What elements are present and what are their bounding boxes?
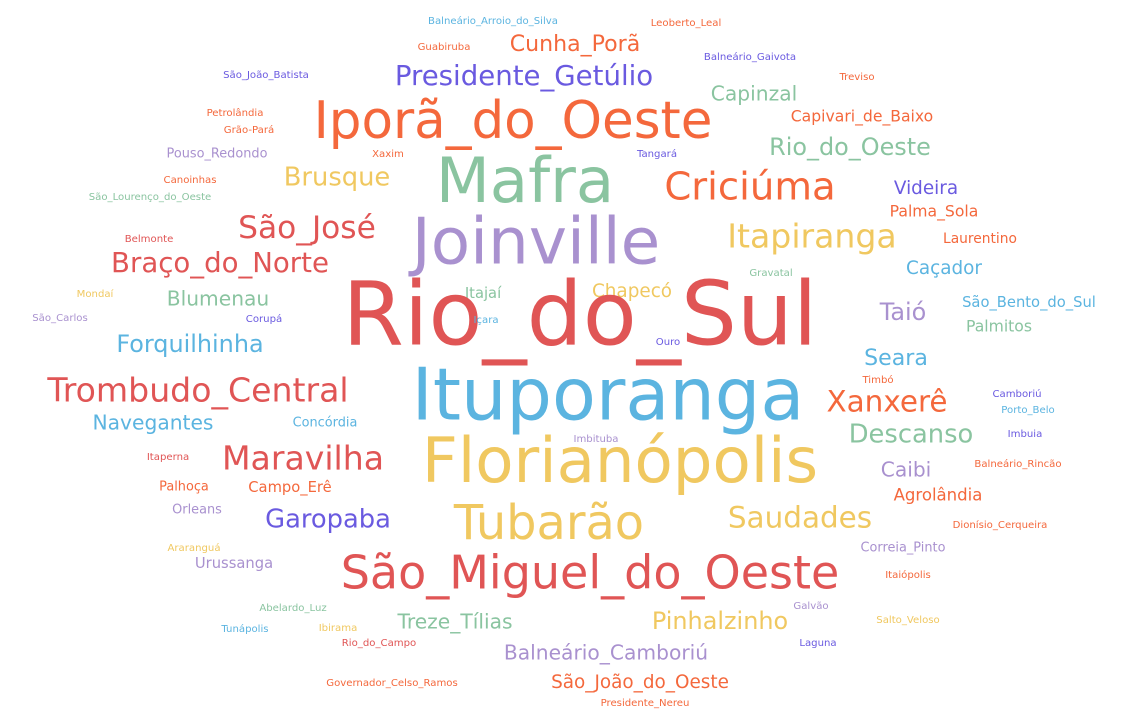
word: São_Carlos [32, 313, 88, 324]
word: Palmitos [966, 317, 1032, 336]
word: Corupá [246, 313, 282, 325]
word: Caibi [881, 458, 932, 482]
word: Palhoça [159, 480, 209, 495]
word: Galvão [793, 601, 828, 612]
word: São_João_Batista [223, 70, 309, 81]
word: São_José [238, 210, 376, 246]
word: Imbuia [1008, 429, 1043, 440]
word: Ouro [656, 337, 680, 348]
word: Balneário_Camboriú [504, 641, 708, 665]
word: Ituporanga [412, 353, 805, 437]
word: Dionísio_Cerqueira [953, 519, 1048, 531]
word: Balneário_Rincão [974, 458, 1061, 470]
word: Treze_Tílias [396, 610, 512, 634]
word: Xaxim [372, 149, 404, 160]
word: Itajaí [465, 285, 502, 302]
word: Camboriú [992, 388, 1041, 400]
word: Chapecó [592, 281, 672, 302]
word: Araranguá [167, 542, 220, 554]
word: Pinhalzinho [652, 607, 788, 635]
word: Blumenau [167, 287, 270, 311]
word: Guabiruba [418, 42, 471, 53]
word: Florianópolis [422, 424, 818, 497]
word: Imbituba [573, 434, 618, 445]
word: Rio_do_Oeste [769, 133, 931, 161]
word: Criciúma [664, 165, 835, 210]
word: Correia_Pinto [861, 541, 946, 556]
word: Palma_Sola [890, 202, 979, 222]
word: Concórdia [293, 416, 358, 431]
word: Maravilha [222, 439, 384, 478]
word: Balneário_Gaivota [704, 51, 796, 63]
word: Laguna [799, 638, 836, 649]
word: Rio_do_Sul [343, 262, 818, 365]
word: São_Bento_do_Sul [962, 294, 1096, 311]
word: Gravatal [749, 268, 792, 279]
word: Seara [864, 346, 928, 371]
word: Mafra [436, 144, 614, 217]
word: Içara [473, 315, 498, 326]
word: São_João_do_Oeste [551, 672, 729, 693]
word: Treviso [838, 72, 874, 83]
word: Ibirama [319, 623, 358, 634]
word: Campo_Erê [248, 479, 331, 496]
word: Grão-Pará [224, 124, 274, 136]
word: Brusque [284, 163, 391, 193]
word: Governador_Celso_Ramos [326, 678, 458, 689]
word: Joinville [408, 205, 660, 280]
word: Garopaba [265, 505, 391, 535]
word: Videira [894, 178, 958, 199]
word: Xanxerê [826, 385, 947, 419]
word: São_Miguel_do_Oeste [341, 546, 840, 600]
word: Tubarão [453, 496, 644, 551]
word: São_Lourenço_do_Oeste [89, 192, 212, 203]
word: Braço_do_Norte [111, 246, 329, 279]
word: Capinzal [711, 82, 797, 106]
word: Saudades [728, 501, 872, 535]
word: Porto_Belo [1001, 405, 1054, 416]
word: Canoinhas [164, 175, 217, 186]
word: Caçador [906, 258, 982, 279]
word: Presidente_Getúlio [395, 59, 653, 92]
word: Abelardo_Luz [259, 603, 326, 614]
word: Laurentino [943, 231, 1017, 247]
word: Urussanga [195, 555, 273, 572]
word: Cunha_Porã [510, 32, 641, 57]
word: Orleans [172, 503, 222, 518]
word: Itapiranga [727, 217, 896, 256]
word: Tangará [636, 148, 677, 160]
word: Belmonte [125, 234, 174, 245]
word: Iporã_do_Oeste [314, 91, 713, 151]
word: Capivari_de_Baixo [791, 107, 933, 127]
word: Pouso_Redondo [167, 147, 268, 162]
word: Itaperna [147, 452, 189, 463]
word: Timbó [861, 374, 893, 386]
word: Leoberto_Leal [651, 18, 722, 29]
word: Tunápolis [220, 623, 268, 635]
word: Forquilhinha [116, 330, 263, 358]
word: Mondaí [77, 288, 115, 300]
word: Salto_Veloso [876, 615, 939, 626]
word: Navegantes [93, 411, 214, 435]
word: Descanso [849, 420, 974, 450]
word: Taió [879, 298, 927, 326]
word: Agrolândia [894, 486, 983, 505]
word: Presidente_Nereu [601, 698, 690, 709]
word: Balneário_Arroio_do_Silva [428, 15, 558, 27]
word: Petrolândia [207, 107, 264, 119]
word: Trombudo_Central [46, 371, 348, 410]
word: Itaiópolis [885, 569, 931, 581]
word: Rio_do_Campo [342, 638, 416, 649]
